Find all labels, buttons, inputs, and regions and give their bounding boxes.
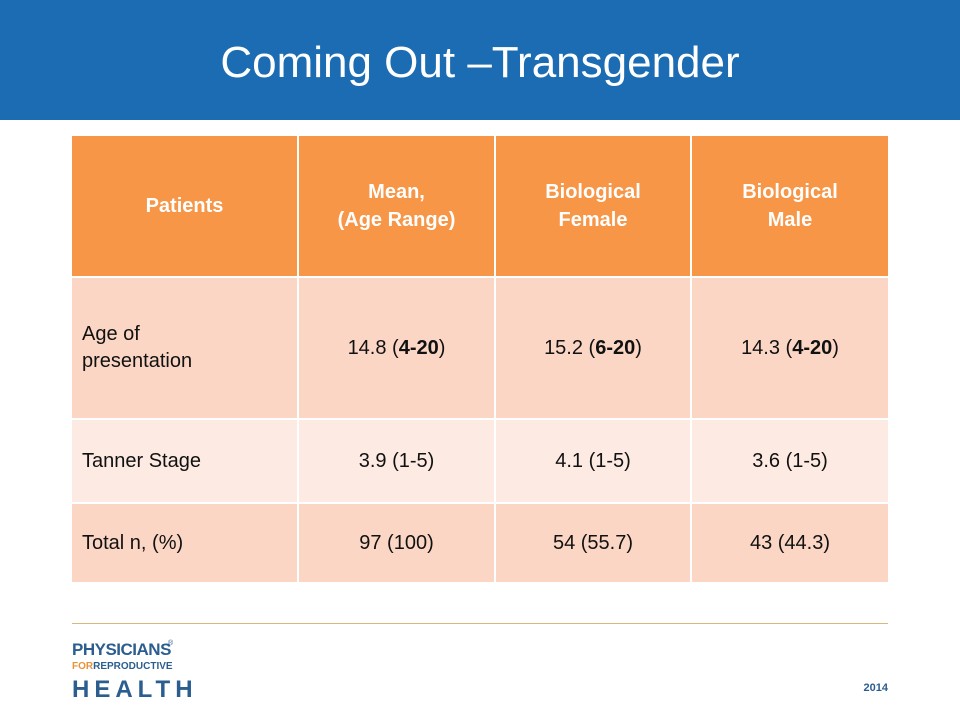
header-mean-age-range: Mean, (Age Range) [298, 136, 496, 278]
organization-logo: PHYSICIANS ® FORREPRODUCTIVE HEALTH [72, 640, 193, 703]
logo-line-health: HEALTH [72, 676, 198, 703]
logo-registered-mark: ® [168, 640, 174, 647]
table-row: Total n, (%) 97 (100) 54 (55.7) 43 (44.3… [72, 503, 888, 584]
row-label-total: Total n, (%) [72, 503, 299, 584]
row-label-age-of-presentation: Age of presentation [72, 277, 299, 420]
header-patients: Patients [72, 136, 299, 278]
table-header-row: Patients Mean, (Age Range) Biological Fe… [72, 136, 888, 278]
slide-title: Coming Out –Transgender [220, 38, 740, 87]
table-row: Tanner Stage 3.9 (1-5) 4.1 (1-5) 3.6 (1-… [72, 419, 888, 504]
cell-mean-age: 14.8 (4-20) [298, 277, 496, 420]
cell-male-tanner: 3.6 (1-5) [691, 419, 888, 504]
cell-female-tanner: 4.1 (1-5) [495, 419, 692, 504]
table-row: Age of presentation 14.8 (4-20) 15.2 (6-… [72, 277, 888, 420]
cell-female-age: 15.2 (6-20) [495, 277, 692, 420]
cell-male-total: 43 (44.3) [691, 503, 888, 584]
logo-line-physicians: PHYSICIANS [72, 640, 171, 659]
data-table: Patients Mean, (Age Range) Biological Fe… [72, 136, 888, 584]
header-biological-male: Biological Male [691, 136, 888, 278]
footer-divider [72, 623, 888, 624]
header-biological-female: Biological Female [495, 136, 692, 278]
title-bar: Coming Out –Transgender [0, 0, 960, 120]
cell-mean-tanner: 3.9 (1-5) [298, 419, 496, 504]
cell-male-age: 14.3 (4-20) [691, 277, 888, 420]
logo-line-reproductive: FORREPRODUCTIVE [72, 661, 173, 672]
cell-female-total: 54 (55.7) [495, 503, 692, 584]
footer-year: 2014 [863, 682, 888, 694]
row-label-tanner-stage: Tanner Stage [72, 419, 299, 504]
cell-mean-total: 97 (100) [298, 503, 496, 584]
